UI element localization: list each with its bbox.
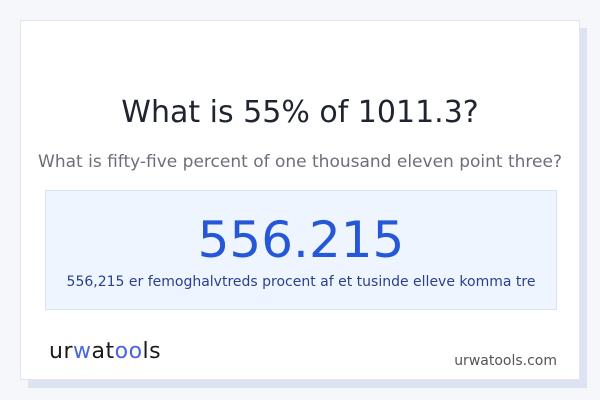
site-url: urwatools.com xyxy=(454,353,557,369)
urwatools-logo: urwatools xyxy=(49,339,162,364)
answer-value: 556.215 xyxy=(197,211,405,269)
result-card: What is 55% of 1011.3? What is fifty-fiv… xyxy=(20,20,580,380)
page-title: What is 55% of 1011.3? xyxy=(121,95,479,130)
answer-in-words: 556,215 er femoghalvtreds procent af et … xyxy=(66,274,536,290)
answer-box: 556.215 556,215 er femoghalvtreds procen… xyxy=(45,190,557,310)
question-in-words: What is fifty-five percent of one thousa… xyxy=(38,152,562,172)
